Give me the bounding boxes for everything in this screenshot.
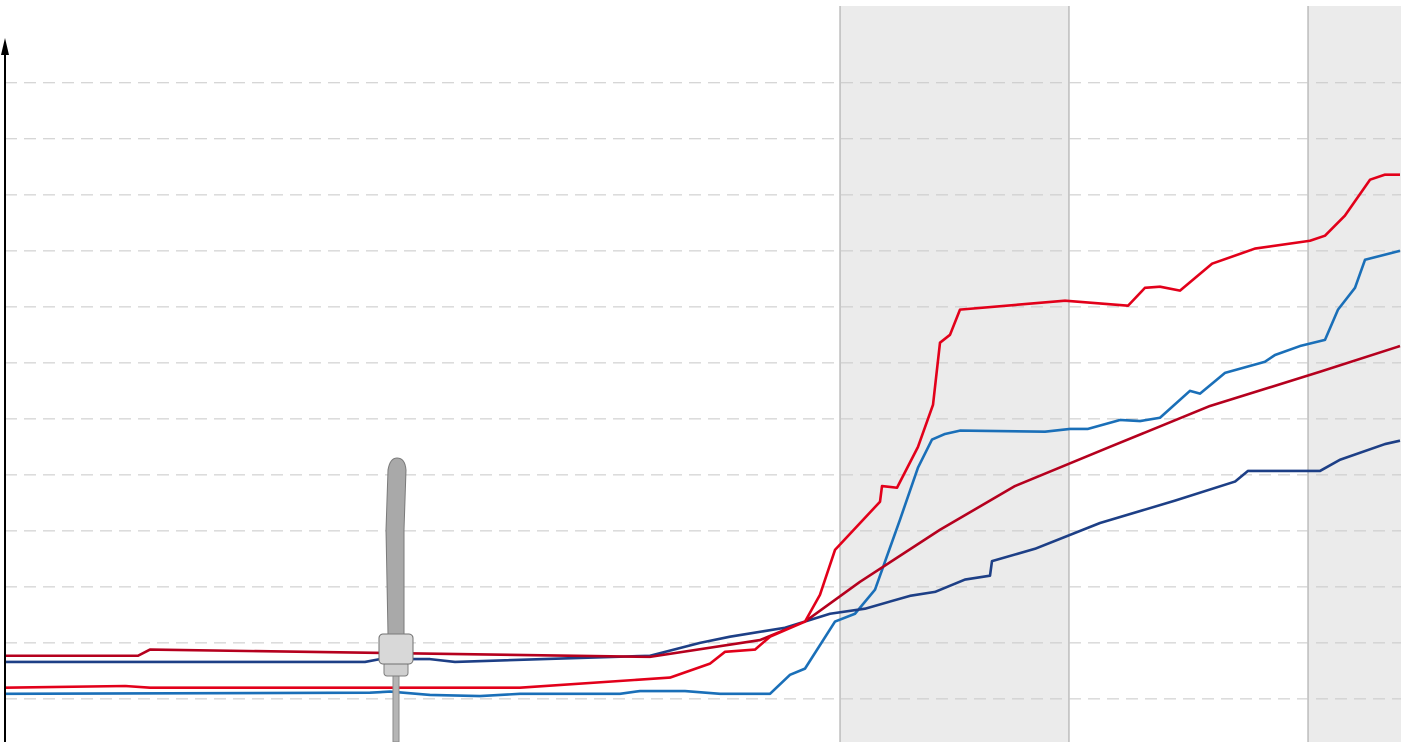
lines xyxy=(5,175,1400,696)
series-line xyxy=(5,441,1400,662)
series-line xyxy=(5,346,1400,657)
series-line xyxy=(5,175,1400,688)
chart xyxy=(0,0,1401,742)
sensor-rod xyxy=(393,670,399,742)
shaded-band xyxy=(1308,6,1401,742)
sensor-body xyxy=(386,458,406,634)
series-line xyxy=(5,251,1400,696)
y-axis-arrow xyxy=(1,38,9,55)
sensor-fitting xyxy=(379,634,413,664)
y-axis xyxy=(1,38,9,742)
sensor-illustration xyxy=(379,458,413,742)
page: (() => { const data = JSON.parse(documen… xyxy=(0,0,1401,742)
shaded-band xyxy=(840,6,1069,742)
